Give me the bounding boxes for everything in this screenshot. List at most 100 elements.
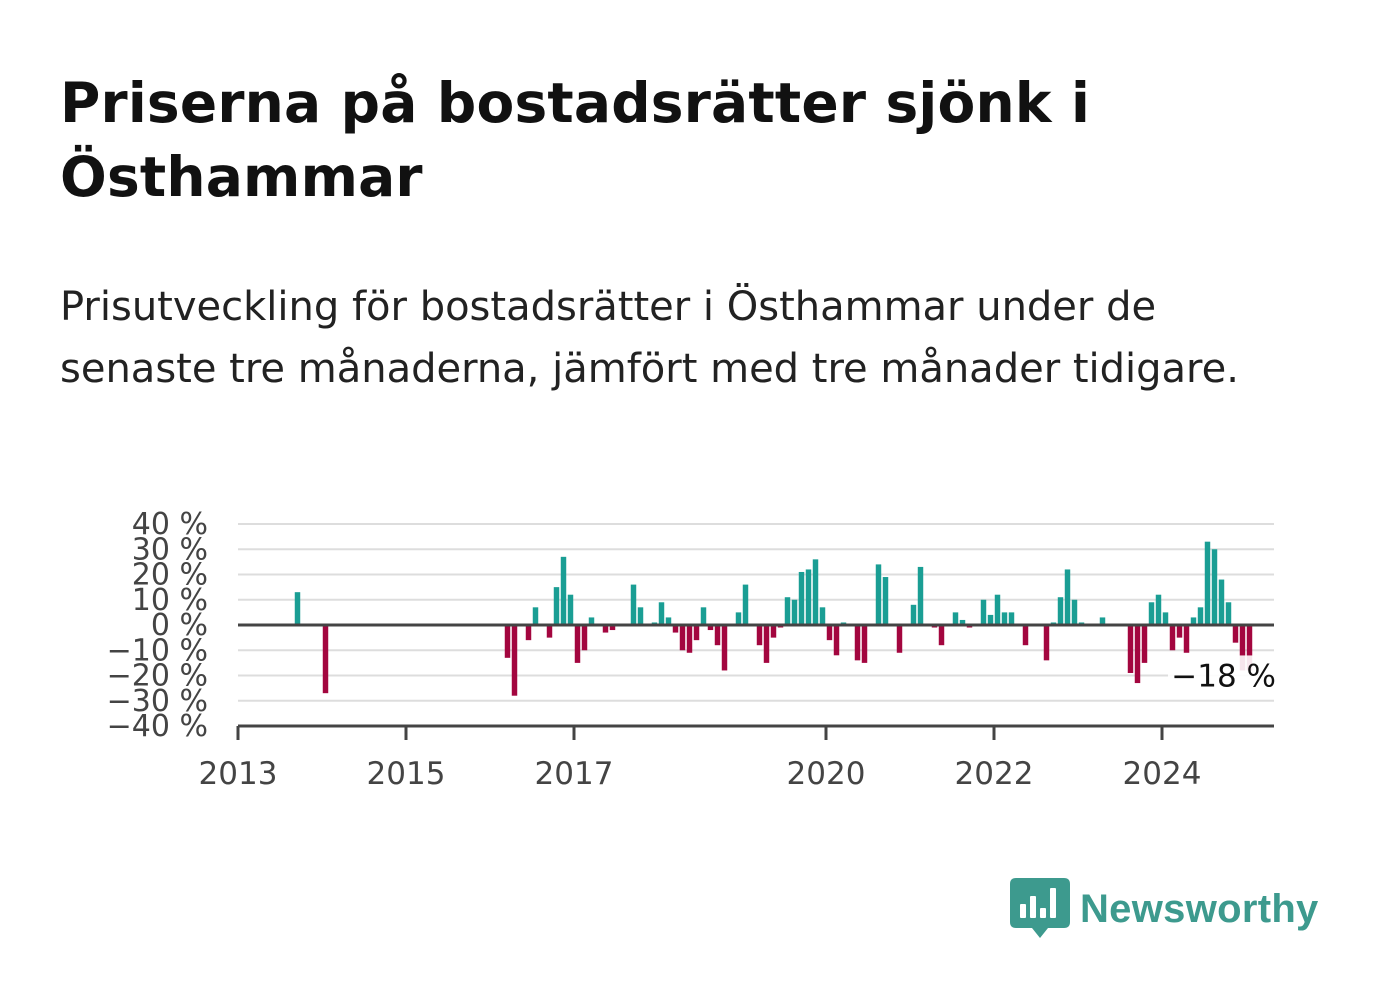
bar-chart: 40 %30 %20 %10 %0 %−10 %−20 %−30 %−40 % … bbox=[107, 507, 1278, 792]
newsworthy-chart-bubble-icon bbox=[1010, 878, 1070, 938]
bar bbox=[511, 625, 518, 696]
bar bbox=[609, 625, 616, 631]
bar bbox=[882, 577, 889, 625]
x-tick-label: 2013 bbox=[199, 756, 278, 792]
bar bbox=[910, 604, 917, 625]
x-tick-label: 2020 bbox=[787, 756, 866, 792]
bar bbox=[1169, 625, 1176, 651]
bar bbox=[1204, 541, 1211, 625]
y-tick-label: −30 % bbox=[107, 684, 208, 719]
chart-title: Priserna på bostadsrätter sjönk i Östham… bbox=[60, 71, 1091, 209]
bar bbox=[693, 625, 700, 641]
bar bbox=[1141, 625, 1148, 663]
bar bbox=[1064, 569, 1071, 625]
bar bbox=[294, 592, 301, 625]
bar bbox=[959, 619, 966, 625]
bar bbox=[574, 625, 581, 663]
bar bbox=[1057, 597, 1064, 625]
x-tick-label: 2015 bbox=[367, 756, 446, 792]
bar bbox=[560, 556, 567, 625]
bar bbox=[819, 607, 826, 625]
x-tick-label: 2017 bbox=[535, 756, 614, 792]
bar bbox=[742, 584, 749, 625]
bar bbox=[1001, 612, 1008, 626]
bar bbox=[987, 614, 994, 625]
y-tick-label: 40 % bbox=[132, 507, 208, 542]
axes bbox=[238, 623, 1274, 728]
bar bbox=[791, 599, 798, 625]
bar bbox=[994, 594, 1001, 625]
bar bbox=[1099, 617, 1106, 625]
bar bbox=[805, 569, 812, 625]
bar bbox=[1246, 625, 1253, 671]
bar bbox=[525, 625, 532, 641]
bar bbox=[826, 625, 833, 641]
newsworthy-brand: Newsworthy bbox=[1010, 878, 1319, 940]
brand-name: Newsworthy bbox=[1080, 886, 1319, 931]
bar bbox=[1239, 625, 1246, 671]
y-tick-label: 30 % bbox=[132, 532, 208, 567]
bar bbox=[1225, 602, 1232, 625]
y-tick-label: −10 % bbox=[107, 633, 208, 668]
bar bbox=[1022, 625, 1029, 646]
bar bbox=[504, 625, 511, 658]
bar bbox=[602, 625, 609, 633]
gridlines bbox=[238, 523, 1274, 702]
bar bbox=[1176, 625, 1183, 638]
x-axis-ticks: 2013 2015 2017 2020 2022 2024 bbox=[199, 726, 1202, 792]
bars bbox=[294, 541, 1253, 696]
bar bbox=[322, 625, 329, 694]
bar bbox=[553, 587, 560, 626]
bar bbox=[952, 612, 959, 626]
bar bbox=[546, 625, 553, 638]
bar bbox=[798, 571, 805, 625]
bar bbox=[1043, 625, 1050, 661]
bar bbox=[1071, 599, 1078, 625]
bar bbox=[735, 612, 742, 626]
y-tick-label: −40 % bbox=[107, 709, 208, 744]
bar bbox=[700, 607, 707, 625]
y-axis-ticks: 40 %30 %20 %10 %0 %−10 %−20 %−30 %−40 % bbox=[107, 507, 208, 744]
bar bbox=[679, 625, 686, 651]
bar bbox=[770, 625, 777, 638]
bar bbox=[1127, 625, 1134, 673]
bar bbox=[630, 584, 637, 625]
bar bbox=[672, 625, 679, 633]
bar bbox=[588, 617, 595, 625]
bar bbox=[980, 599, 987, 625]
bar bbox=[896, 625, 903, 653]
bar bbox=[1148, 602, 1155, 625]
annotation-background bbox=[1168, 655, 1278, 694]
bar bbox=[756, 625, 763, 646]
y-tick-label: 10 % bbox=[132, 583, 208, 618]
bar bbox=[1197, 607, 1204, 625]
annotation: −18 % bbox=[1168, 655, 1278, 694]
y-tick-label: −20 % bbox=[107, 659, 208, 694]
bar bbox=[1162, 612, 1169, 626]
bar bbox=[567, 594, 574, 625]
bar bbox=[721, 625, 728, 671]
bar bbox=[665, 617, 672, 625]
bar bbox=[532, 607, 539, 625]
bar bbox=[714, 625, 721, 646]
bar bbox=[861, 625, 868, 663]
x-tick-label: 2024 bbox=[1123, 756, 1202, 792]
bar bbox=[1183, 625, 1190, 653]
bar bbox=[1155, 594, 1162, 625]
bar bbox=[658, 602, 665, 625]
bar bbox=[784, 597, 791, 625]
bar bbox=[1134, 625, 1141, 684]
bar bbox=[686, 625, 693, 653]
y-tick-label: 0 % bbox=[151, 608, 208, 643]
bar bbox=[707, 625, 714, 631]
bar bbox=[854, 625, 861, 661]
bar bbox=[581, 625, 588, 651]
bar bbox=[833, 625, 840, 656]
bar bbox=[812, 559, 819, 625]
bar bbox=[938, 625, 945, 646]
chart-subtitle: Prisutveckling för bostadsrätter i Östha… bbox=[60, 284, 1239, 392]
y-tick-label: 20 % bbox=[132, 558, 208, 593]
bar bbox=[1232, 625, 1239, 643]
bar bbox=[1190, 617, 1197, 625]
bar bbox=[875, 564, 882, 625]
